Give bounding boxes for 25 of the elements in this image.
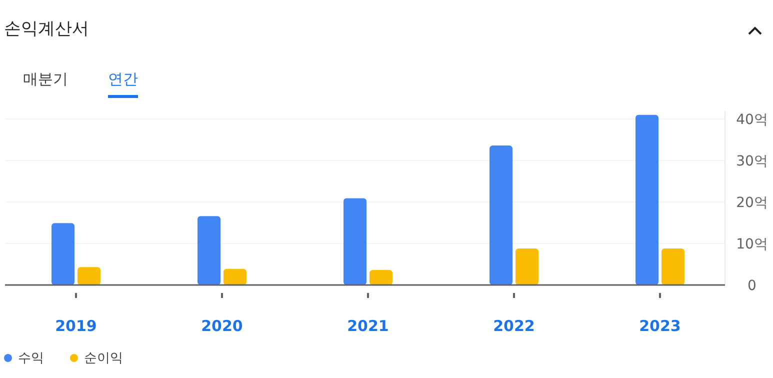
legend-label: 순이익 (84, 351, 123, 366)
bar (198, 216, 220, 285)
bar (516, 248, 538, 285)
text: 연간 (108, 70, 138, 88)
x-tick-label: 2021 (347, 317, 389, 335)
x-tick-label: 2020 (201, 317, 243, 335)
y-tick-label: 10억 (736, 236, 768, 252)
y-tick-label: 40억 (736, 112, 768, 128)
bar (490, 146, 512, 285)
bar (78, 267, 100, 285)
legend-label: 수익 (18, 351, 44, 366)
x-tick-label: 2019 (55, 317, 97, 335)
bar (344, 198, 366, 285)
bar (224, 268, 246, 285)
y-tick-label: 30억 (736, 154, 768, 170)
chart-title: 손익계산서 (4, 19, 89, 39)
x-tick-label: 2022 (493, 317, 535, 335)
text: 매분기 (23, 70, 68, 88)
bar (52, 223, 74, 285)
bar (636, 114, 658, 285)
bar (370, 270, 392, 285)
x-tick-label: 2023 (639, 317, 681, 335)
bar (662, 248, 684, 285)
y-tick-label: 0 (748, 278, 756, 294)
y-tick-label: 20억 (736, 195, 768, 211)
